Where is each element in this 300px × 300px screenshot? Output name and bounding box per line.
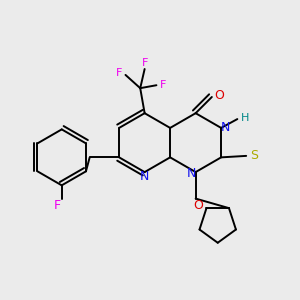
Text: F: F [160,80,166,90]
Text: N: N [221,122,230,134]
Text: F: F [54,199,61,212]
Text: N: N [187,167,196,180]
Text: F: F [142,58,148,68]
Text: H: H [241,112,249,123]
Text: N: N [140,170,149,183]
Text: F: F [116,68,122,78]
Text: S: S [250,149,258,162]
Text: O: O [193,199,203,212]
Text: O: O [214,89,224,102]
